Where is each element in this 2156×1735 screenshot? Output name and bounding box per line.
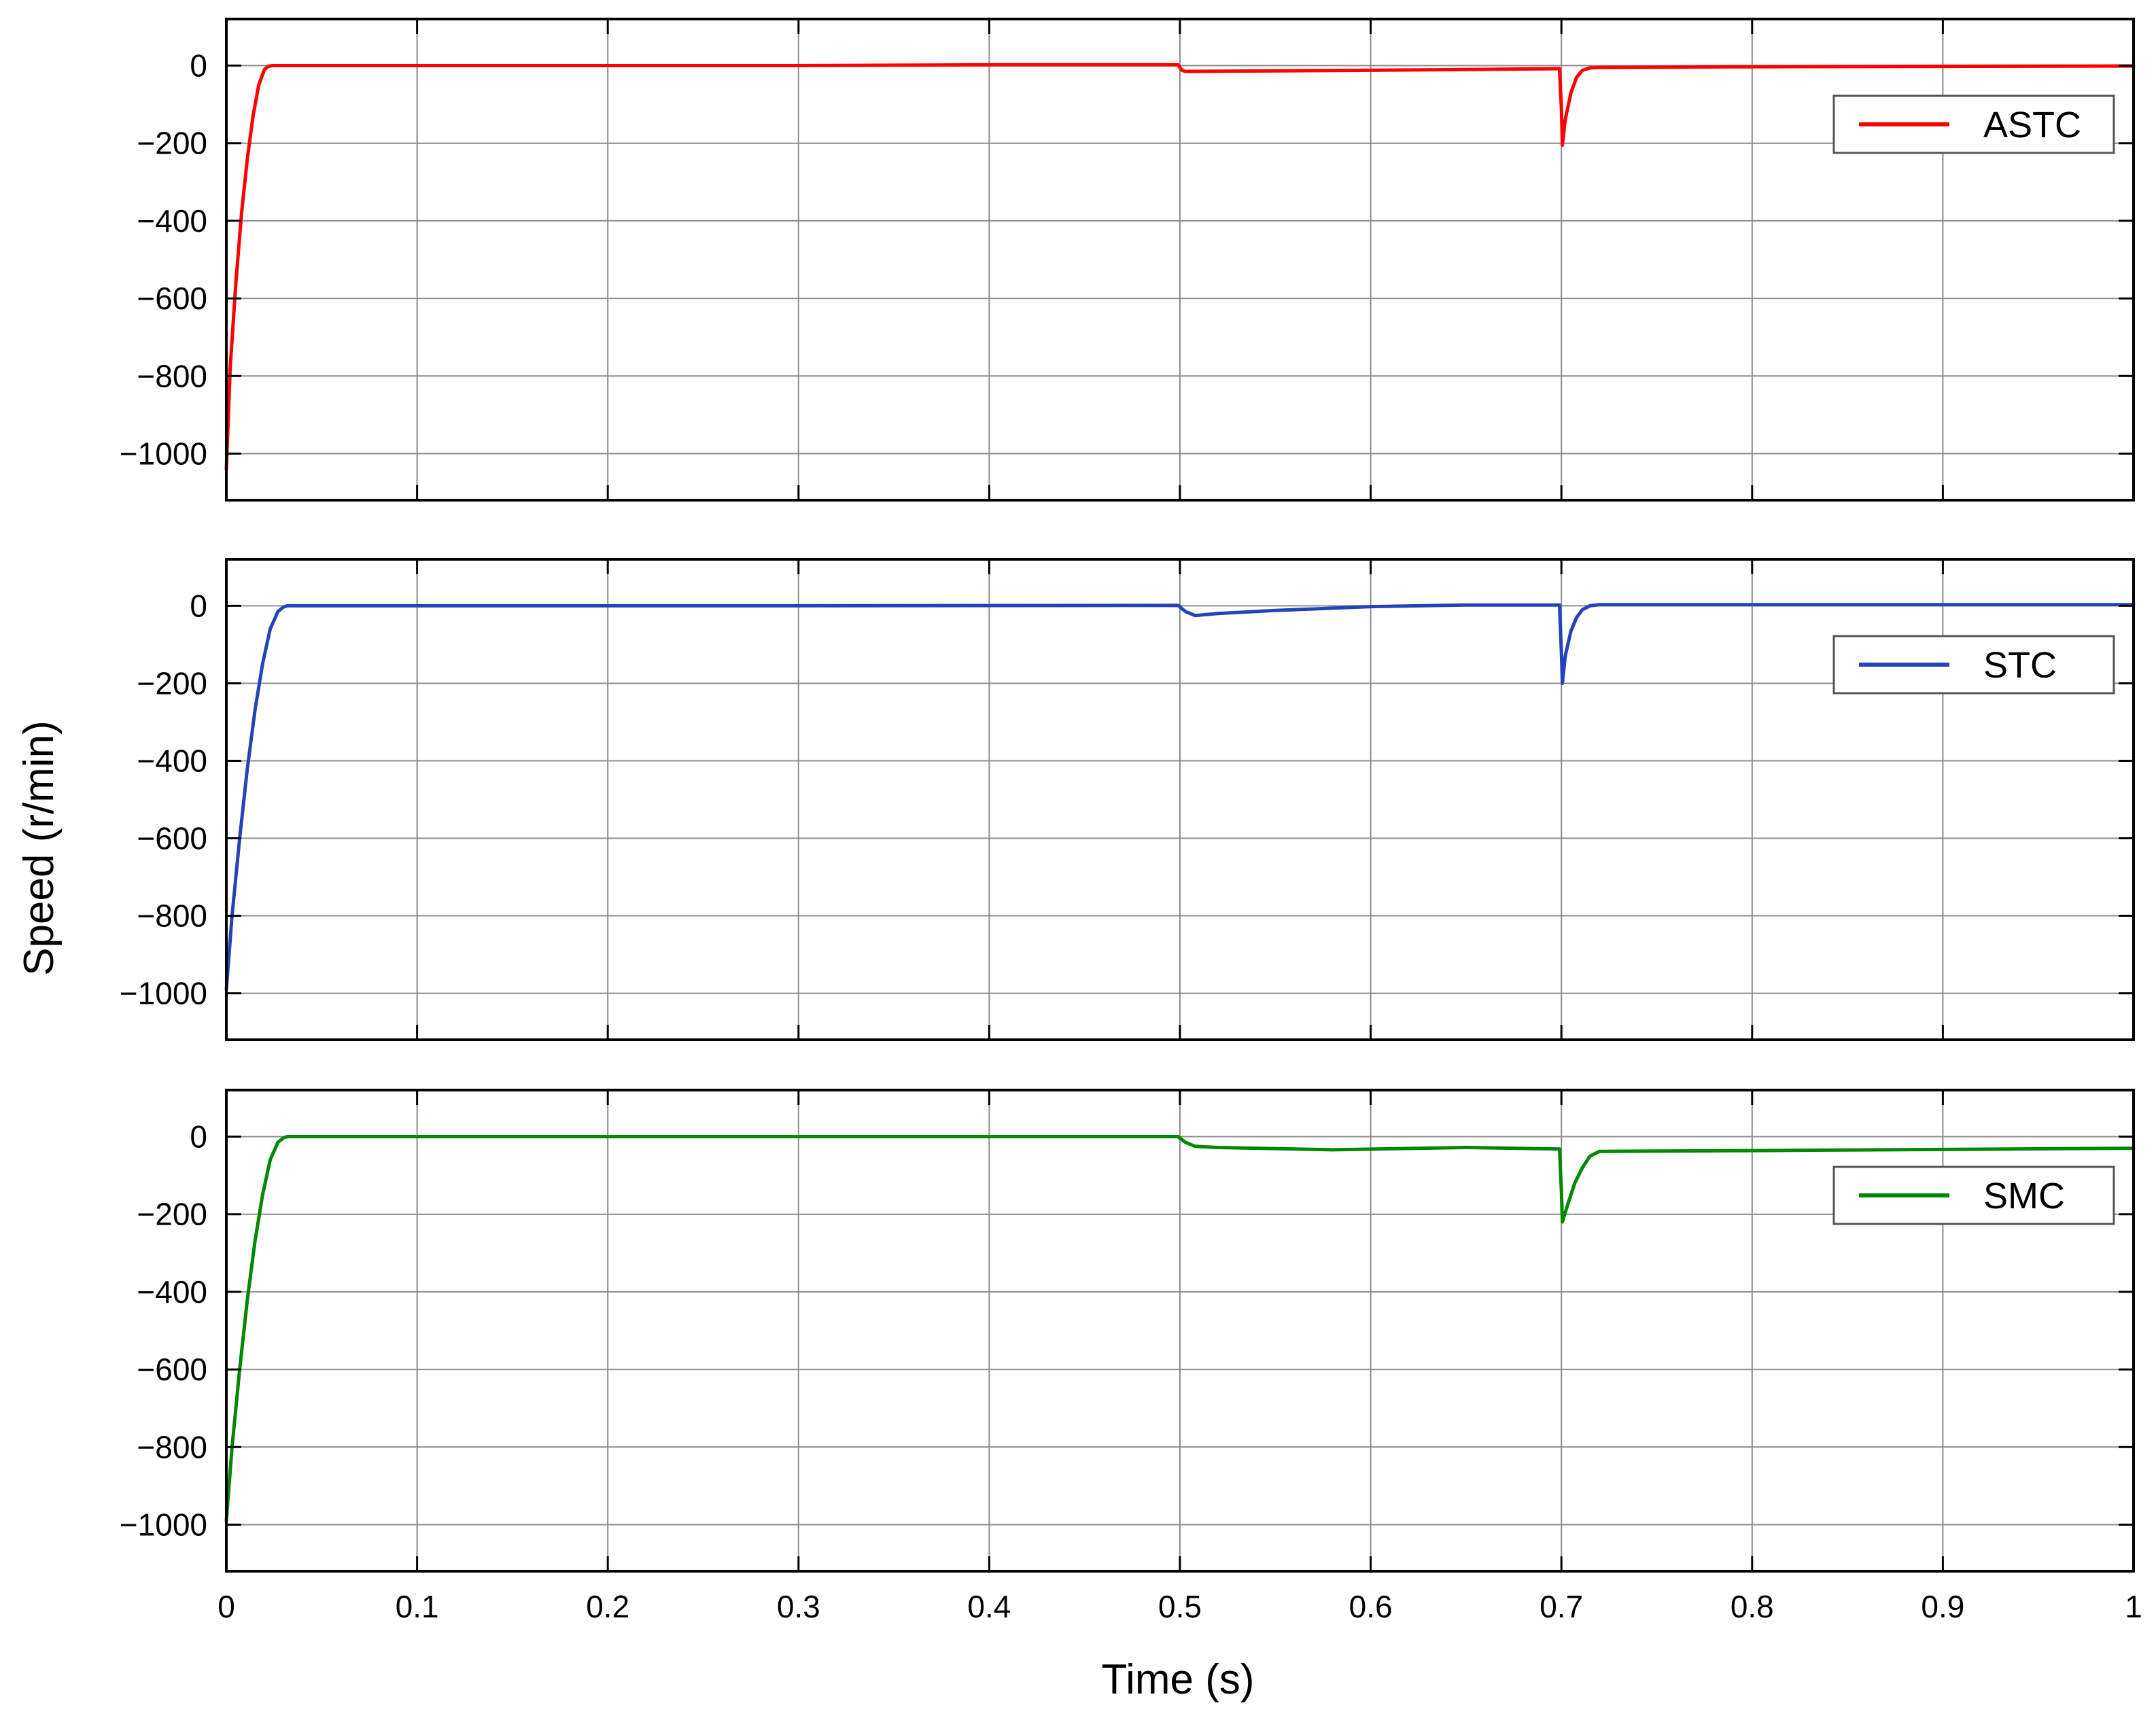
legend: ASTC — [1832, 94, 2115, 154]
y-tick-label: −800 — [137, 898, 207, 934]
y-tick-label: −200 — [137, 1197, 207, 1232]
y-tick-label: −400 — [137, 1274, 207, 1310]
x-tick-label: 0.8 — [1731, 1589, 1774, 1624]
y-tick-label: −1000 — [120, 1507, 207, 1542]
x-tick-label: 0.4 — [967, 1589, 1011, 1624]
x-tick-label: 0.9 — [1921, 1589, 1964, 1624]
y-axis-title: Speed (r/min) — [16, 720, 63, 976]
legend: STC — [1832, 635, 2115, 695]
x-tick-label: 0.6 — [1349, 1589, 1393, 1624]
grid — [226, 559, 2134, 1040]
y-tick-label: −1000 — [120, 976, 207, 1011]
grid — [226, 1090, 2134, 1571]
series-line-astc — [224, 63, 2136, 471]
panel-astc: 0 −200 −400 −600 −800 −1000 ASTC — [120, 18, 2136, 502]
y-tick-label: −800 — [137, 358, 207, 393]
x-tick-label: 0.1 — [396, 1589, 439, 1624]
panel-stc: 0 −200 −400 −600 −800 −1000 STC — [120, 558, 2136, 1041]
y-tick-label: −200 — [137, 126, 207, 161]
y-tick-label: −600 — [137, 1352, 207, 1387]
y-tick-label: −200 — [137, 665, 207, 701]
x-axis-title: Time (s) — [1102, 1656, 1255, 1703]
y-tick-label: 0 — [190, 1119, 207, 1155]
panel-smc: 0 −200 −400 −600 −800 −1000 0 0.1 0.2 0.3 0.4 0.5 0.… — [120, 1089, 2142, 1624]
y-tick-label: −1000 — [120, 436, 207, 471]
series-line-smc — [224, 1135, 2136, 1523]
legend: SMC — [1832, 1166, 2115, 1225]
x-tick-label: 0.5 — [1158, 1589, 1202, 1624]
legend-label: ASTC — [1983, 105, 2081, 145]
y-tick-label: 0 — [190, 588, 207, 623]
series-line-stc — [224, 603, 2136, 992]
y-tick-label: 0 — [190, 48, 207, 84]
x-tick-label: 0.2 — [586, 1589, 629, 1624]
y-tick-label: −600 — [137, 281, 207, 316]
y-tick-label: −800 — [137, 1429, 207, 1465]
y-tick-label: −600 — [137, 821, 207, 856]
y-tick-label: −400 — [137, 203, 207, 239]
legend-label: SMC — [1983, 1176, 2065, 1216]
grid — [226, 19, 2134, 500]
legend-label: STC — [1983, 645, 2057, 686]
y-tick-label: −400 — [137, 743, 207, 778]
x-tick-label: 0.7 — [1540, 1589, 1583, 1624]
x-tick-label: 0 — [218, 1589, 235, 1624]
x-tick-label: 1 — [2125, 1589, 2142, 1624]
x-tick-label: 0.3 — [777, 1589, 820, 1624]
